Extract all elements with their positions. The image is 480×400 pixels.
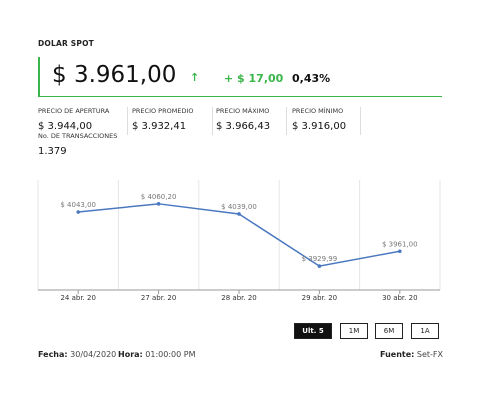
stat-average: PRECIO PROMEDIO $ 3.932,41 bbox=[132, 107, 213, 135]
transactions-label: No. DE TRANSACCIONES bbox=[38, 132, 118, 140]
data-point bbox=[237, 212, 241, 216]
current-price: $ 3.961,00 bbox=[52, 62, 177, 88]
data-point bbox=[398, 249, 402, 254]
source-label: Fuente: bbox=[380, 350, 415, 359]
x-tick-label: 27 abr. 20 bbox=[141, 294, 176, 302]
up-arrow-icon: ↑ bbox=[190, 71, 200, 84]
time-value: 01:00:00 PM bbox=[145, 350, 196, 359]
data-label: $ 4060,20 bbox=[141, 193, 177, 201]
stat-opening: PRECIO DE APERTURA $ 3.944,00 bbox=[38, 107, 128, 135]
x-tick-label: 29 abr. 20 bbox=[302, 294, 337, 302]
date-value: 30/04/2020 bbox=[70, 350, 117, 359]
x-tick-label: 24 abr. 20 bbox=[60, 294, 95, 302]
data-label: $ 4039,00 bbox=[221, 203, 257, 211]
footer-source: Fuente: Set-FX bbox=[380, 350, 443, 359]
time-label: Hora: bbox=[118, 350, 143, 359]
x-tick-label: 30 abr. 20 bbox=[382, 294, 417, 302]
stat-max: PRECIO MÁXIMO $ 3.966,43 bbox=[216, 107, 287, 135]
date-label: Fecha: bbox=[38, 350, 68, 359]
stat-label: PRECIO MÍNIMO bbox=[292, 107, 344, 115]
page-title: DOLAR SPOT bbox=[38, 39, 94, 48]
stat-value: $ 3.932,41 bbox=[132, 121, 187, 132]
source-value: Set-FX bbox=[416, 350, 443, 359]
stat-label: PRECIO MÁXIMO bbox=[216, 107, 270, 115]
stat-value: $ 3.916,00 bbox=[292, 121, 347, 132]
data-label: $ 3961,00 bbox=[382, 240, 418, 248]
data-label: $ 3929,99 bbox=[302, 255, 338, 263]
stat-value: $ 3.944,00 bbox=[38, 121, 93, 132]
stat-label: PRECIO PROMEDIO bbox=[132, 107, 194, 115]
stat-label: PRECIO DE APERTURA bbox=[38, 107, 110, 115]
stat-min: PRECIO MÍNIMO $ 3.916,00 bbox=[292, 107, 361, 135]
range-button-5d[interactable]: Ult. 5 bbox=[294, 323, 332, 339]
range-button-1y[interactable]: 1A bbox=[411, 323, 439, 339]
range-button-6m[interactable]: 6M bbox=[375, 323, 403, 339]
footer-time: Hora: 01:00:00 PM bbox=[118, 350, 195, 359]
price-change: + $ 17,00 bbox=[224, 72, 284, 85]
quote-panel: $ 3.961,00 ↑ + $ 17,00 0,43% bbox=[38, 57, 442, 97]
data-point bbox=[156, 202, 161, 206]
data-label: $ 4043,00 bbox=[60, 201, 96, 209]
footer-date: Fecha: 30/04/2020 bbox=[38, 350, 116, 359]
range-button-1m[interactable]: 1M bbox=[340, 323, 368, 339]
x-tick-label: 28 abr. 20 bbox=[221, 294, 256, 302]
transactions-value: 1.379 bbox=[38, 146, 67, 157]
percent-change: 0,43% bbox=[292, 72, 331, 85]
data-point bbox=[317, 264, 322, 268]
data-point bbox=[76, 210, 80, 214]
stat-value: $ 3.966,43 bbox=[216, 121, 271, 132]
